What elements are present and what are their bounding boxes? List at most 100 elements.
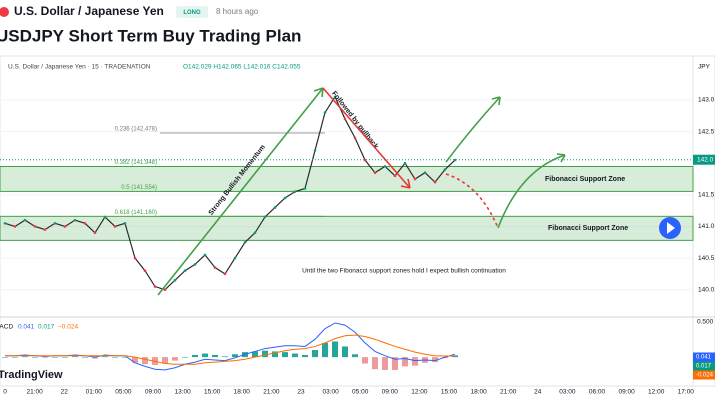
x-tick-label: 21:00: [26, 389, 43, 396]
macd-histogram-bar: [302, 354, 308, 358]
price-point: [33, 225, 37, 228]
price-point: [393, 174, 397, 178]
x-tick-label: 15:00: [441, 389, 458, 396]
macd-histogram-bar: [42, 357, 48, 358]
price-point: [13, 225, 17, 228]
momentum-line: [157, 87, 324, 296]
x-tick-label: 18:00: [234, 389, 251, 396]
price-point: [193, 263, 197, 266]
price-point: [453, 158, 457, 162]
y-tick-label: 141.5: [698, 192, 715, 199]
macd-histogram-bar: [312, 350, 318, 358]
y-tick-label: 143.0: [698, 97, 715, 104]
macd-histogram-bar: [372, 357, 378, 370]
x-tick-label: 09:00: [145, 389, 162, 396]
macd-histogram-bar: [172, 357, 178, 361]
macd-histogram-bar: [262, 350, 268, 358]
currency: JPY: [698, 64, 711, 71]
x-tick-label: 21:00: [263, 389, 280, 396]
price-point: [253, 231, 257, 235]
timestamp: 8 hours ago: [216, 7, 259, 16]
macd-histogram-bar: [442, 357, 448, 359]
price-point: [273, 206, 277, 209]
macd-histogram-bar: [12, 357, 18, 358]
price-point: [113, 225, 117, 228]
x-tick-label: 12:00: [411, 389, 428, 396]
macd-histogram-bar: [402, 357, 408, 367]
price-point: [313, 149, 317, 152]
pair-name[interactable]: U.S. Dollar / Japanese Yen: [14, 4, 164, 18]
macd-histogram-bar: [52, 357, 58, 358]
y-tick-label: 140.0: [698, 286, 715, 293]
signal-line: [5, 334, 456, 365]
macd-histogram-bar: [2, 357, 8, 358]
fib-label: 0.236 (142.478): [115, 127, 157, 133]
x-tick-label: 01:00: [86, 389, 103, 396]
price-point: [183, 269, 187, 273]
macd-readout: 0.017: [38, 324, 55, 331]
price-point: [283, 196, 287, 200]
drawings: [157, 87, 566, 296]
x-tick-label: 05:00: [352, 389, 369, 396]
chart-frame: [0, 55, 715, 387]
macd-histogram-bar: [92, 357, 98, 359]
price-point: [53, 221, 57, 225]
fib-label: 0.618 (141.160): [115, 210, 157, 216]
price-point: [333, 95, 337, 99]
macd-histogram-bar: [192, 354, 198, 358]
annotation: Until the two Fibonacci support zones ho…: [302, 268, 506, 275]
price-point: [343, 117, 347, 121]
price-point: [3, 221, 7, 225]
x-tick-label: 12:00: [648, 389, 665, 396]
macd-histogram-bar: [62, 357, 68, 358]
macd-histogram-bar: [132, 357, 138, 363]
macd-histogram-bar: [412, 357, 418, 366]
macd-histogram-bar: [182, 357, 188, 358]
macd-histogram-bar: [202, 353, 208, 358]
price-point: [443, 168, 447, 171]
projection: [445, 96, 501, 163]
macd-histogram-bar: [212, 354, 218, 358]
x-tick-label: 24: [534, 389, 542, 396]
x-tick-label: 09:00: [618, 389, 635, 396]
price-point: [43, 228, 47, 231]
price-point: [263, 215, 267, 219]
price-tag: 142.0: [697, 156, 714, 163]
macd-tag-bg: [693, 352, 715, 362]
x-tick-label: 23: [297, 389, 305, 396]
macd-name: MACD: [0, 324, 13, 331]
x-tick-label: 03:00: [322, 389, 339, 396]
macd-histogram-bar: [112, 357, 118, 358]
price-point: [373, 171, 377, 174]
macd-histogram-bar: [22, 356, 28, 358]
price-point: [403, 161, 407, 165]
price-tag-bg: [693, 154, 715, 165]
x-tick-label: 05:00: [115, 389, 132, 396]
macd-histogram-bar: [282, 352, 288, 358]
x-tick-label: 21:00: [500, 389, 517, 396]
macd-histogram-bar: [382, 357, 388, 370]
price-point: [323, 111, 327, 114]
price-point: [223, 272, 227, 276]
y-tick-label: 141.0: [698, 223, 715, 230]
price-point: [353, 136, 357, 140]
macd-histogram-bar: [342, 346, 348, 358]
macd-histogram-bar: [322, 342, 328, 358]
price-point: [423, 171, 427, 174]
macd-histogram-bar: [162, 357, 168, 364]
chart: U.S. Dollar / Japanese Yen · 15 · TRADEN…: [0, 64, 715, 396]
x-tick-label: 22: [61, 389, 69, 396]
price-point: [103, 215, 107, 219]
macd-histogram-bar: [392, 357, 398, 370]
arrowhead: [400, 178, 411, 189]
macd-histogram-bar: [232, 354, 238, 358]
fib-label: 0.382 (141.948): [115, 160, 157, 166]
fib-label: 0.5 (141.554): [121, 185, 157, 191]
macd-readout: −0.024: [58, 324, 78, 331]
price-line: [4, 95, 456, 291]
price-point: [383, 165, 387, 168]
price-point: [293, 190, 297, 193]
macd-histogram-bar: [292, 353, 298, 358]
macd-tag: 0.041: [696, 355, 712, 361]
